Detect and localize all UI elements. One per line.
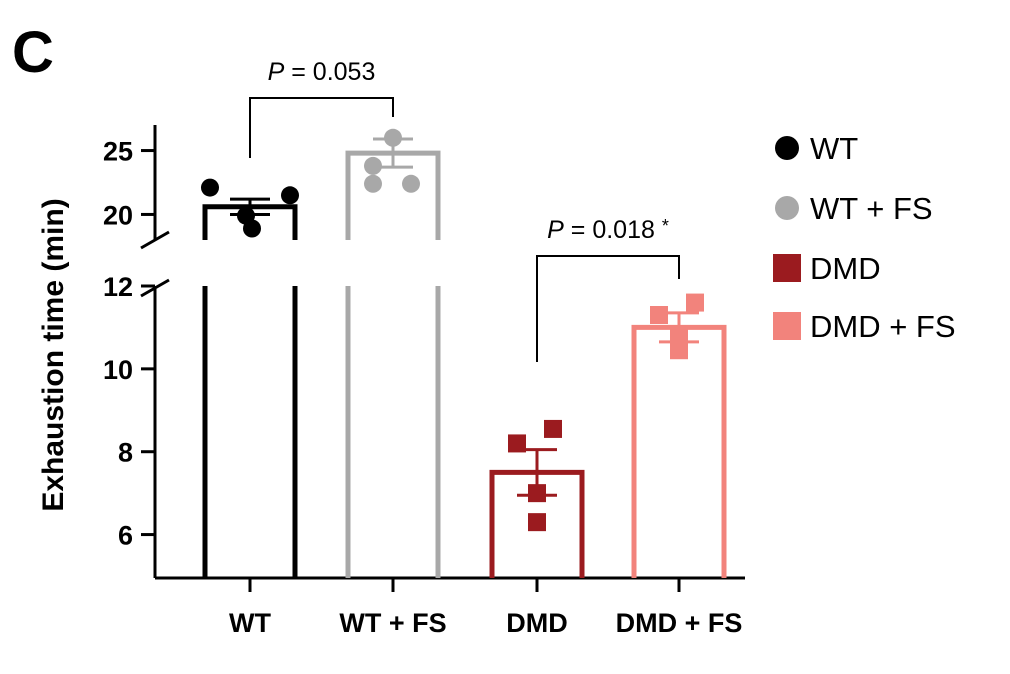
x-tick-label: WT + FS xyxy=(339,608,446,638)
legend: WT WT + FS DMD DMD + FS xyxy=(773,131,956,344)
y-tick-label: 12 xyxy=(103,272,133,302)
data-point-1-0 xyxy=(384,128,402,147)
data-point-1-1 xyxy=(364,156,382,175)
y-tick-label: 10 xyxy=(103,355,133,385)
y-tick-label: 6 xyxy=(118,521,133,551)
legend-marker-0 xyxy=(775,136,799,160)
x-tick-label: WT xyxy=(229,608,271,638)
data-point-1-2 xyxy=(364,174,382,193)
axis-break-mark xyxy=(140,230,170,250)
y-tick-label: 8 xyxy=(118,438,133,468)
legend-marker-2 xyxy=(773,254,801,282)
y-axis-label: Exhaustion time (min) xyxy=(37,198,70,511)
data-point-3-1 xyxy=(686,293,704,312)
axis-break-mark xyxy=(140,278,170,298)
y-tick-label: 25 xyxy=(103,137,133,167)
comparison-bracket-0 xyxy=(249,97,394,158)
data-point-0-3 xyxy=(243,219,261,238)
data-point-3-0 xyxy=(650,306,668,324)
data-point-2-0 xyxy=(508,434,526,453)
data-point-1-3 xyxy=(402,174,420,193)
legend-label-3: DMD + FS xyxy=(810,309,956,344)
data-point-2-1 xyxy=(544,419,562,438)
data-point-0-1 xyxy=(281,186,299,205)
comparison-bracket-1 xyxy=(536,255,680,362)
bar-3 xyxy=(631,324,727,578)
x-tick-label: DMD xyxy=(506,608,568,638)
legend-marker-3 xyxy=(773,312,801,340)
legend-label-2: DMD xyxy=(810,251,881,286)
p-value-label-1: P = 0.018 * xyxy=(547,216,669,244)
legend-label-0: WT xyxy=(810,131,858,166)
legend-marker-1 xyxy=(775,196,799,220)
p-symbol: P xyxy=(268,58,285,86)
p-value-label-0: P = 0.053 xyxy=(268,58,376,86)
legend-label-1: WT + FS xyxy=(810,191,933,226)
data-point-2-3 xyxy=(528,513,546,532)
panel-label: C xyxy=(12,20,54,85)
data-point-3-2 xyxy=(670,326,688,345)
p-symbol: P xyxy=(547,216,564,244)
p-value: = 0.053 xyxy=(284,58,375,86)
y-tick-label: 20 xyxy=(103,200,133,230)
x-tick-label: DMD + FS xyxy=(616,608,743,638)
data-point-3-3 xyxy=(670,341,688,360)
data-point-0-0 xyxy=(201,178,219,197)
significance-mark: * xyxy=(662,216,669,236)
p-value: = 0.018 xyxy=(564,216,662,244)
data-point-2-2 xyxy=(528,484,546,503)
